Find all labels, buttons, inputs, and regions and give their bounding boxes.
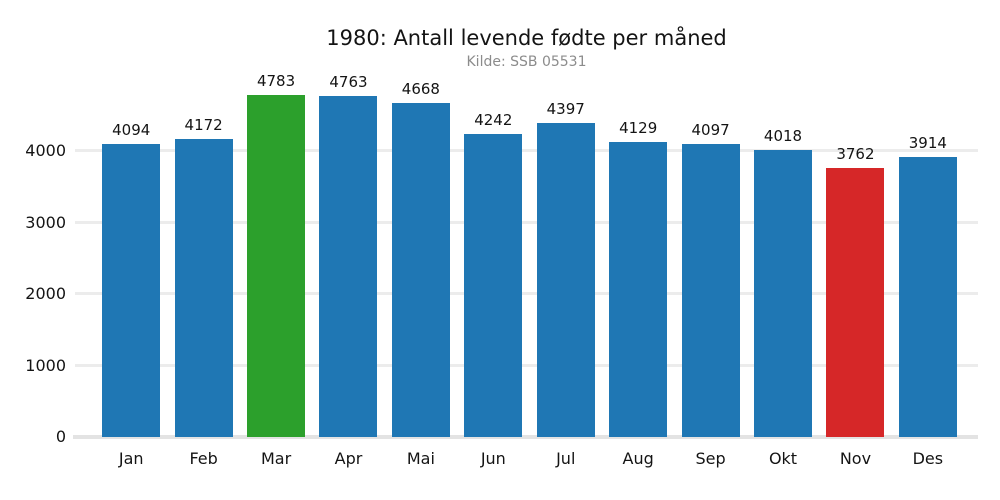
bar-group-sep: 4097 Sep <box>674 67 746 468</box>
x-tick-label: Des <box>912 449 944 468</box>
gridline <box>75 220 978 224</box>
bar-apr <box>319 96 378 437</box>
bars: 4094 Jan 4172 Feb 4783 Mar 4763 Apr 4668 Mai 4242 J… <box>95 67 964 468</box>
chart-subtitle: Kilde: SSB 05531 <box>466 54 587 70</box>
bar-sep <box>681 144 740 437</box>
bar-value-label: 4668 <box>401 80 440 98</box>
bar-value-label: 4242 <box>474 111 513 129</box>
y-tick-label: 4000 <box>25 141 66 160</box>
x-tick-label: Jan <box>118 449 144 468</box>
bar-mai <box>391 103 450 437</box>
bar-value-label: 3914 <box>908 134 947 152</box>
bar-group-feb: 4172 Feb <box>167 67 239 468</box>
bar-value-label: 4097 <box>691 121 730 139</box>
bar-group-nov: 3762 Nov <box>819 67 891 468</box>
gridline <box>75 149 978 152</box>
bar-group-aug: 4129 Aug <box>602 67 674 468</box>
x-tick-label: Mai <box>406 449 435 468</box>
bar-value-label: 4783 <box>256 72 296 90</box>
x-axis-line <box>73 435 978 439</box>
bar-value-label: 4397 <box>546 100 585 118</box>
x-tick-label: Mar <box>260 449 292 468</box>
bar-value-label: 4018 <box>763 127 803 145</box>
bar-value-label: 4094 <box>112 121 151 139</box>
bar-group-des: 3914 Des <box>892 67 964 468</box>
bar-aug <box>609 142 668 437</box>
chart-title: 1980: Antall levende fødte per måned <box>326 26 727 50</box>
bar-okt <box>754 150 812 437</box>
bar-des <box>898 157 957 437</box>
bar-group-mar: 4783 Mar <box>240 67 312 468</box>
plot-area: 4094 Jan 4172 Feb 4783 Mar 4763 Apr 4668 Mai 4242 J… <box>73 67 978 468</box>
y-tick-label: 3000 <box>25 212 66 232</box>
bar-group-okt: 4018 Okt <box>747 67 819 468</box>
bar-mar <box>247 95 306 437</box>
bar-group-mai: 4668 Mai <box>385 67 457 468</box>
x-tick-label: Jun <box>480 449 506 468</box>
bar-group-jun: 4242 Jun <box>457 67 529 468</box>
bar-value-label: 4129 <box>619 119 658 137</box>
bar-value-label: 3762 <box>836 145 875 163</box>
bar-group-jul: 4397 Jul <box>530 67 602 468</box>
y-tick-label: 0 <box>55 427 66 446</box>
bar-group-apr: 4763 Apr <box>312 67 384 468</box>
gridline <box>75 292 978 295</box>
bar-value-label: 4172 <box>184 116 223 134</box>
x-tick-label: Apr <box>334 449 363 468</box>
bar-jul <box>536 123 595 437</box>
x-tick-label: Sep <box>695 449 726 468</box>
y-tick-label: 1000 <box>25 355 66 375</box>
bar-value-label: 4763 <box>329 73 368 91</box>
x-tick-label: Nov <box>839 449 872 468</box>
x-tick-label: Feb <box>189 449 218 468</box>
bar-feb <box>174 139 233 437</box>
bar-group-jan: 4094 Jan <box>95 67 167 468</box>
gridline <box>75 363 978 367</box>
x-tick-label: Okt <box>768 449 798 468</box>
bar-nov <box>826 168 885 437</box>
bar-jan <box>102 144 161 437</box>
x-tick-label: Jul <box>556 449 576 468</box>
x-tick-label: Aug <box>622 449 654 468</box>
bar-jun <box>464 134 523 437</box>
y-tick-label: 2000 <box>25 284 66 303</box>
